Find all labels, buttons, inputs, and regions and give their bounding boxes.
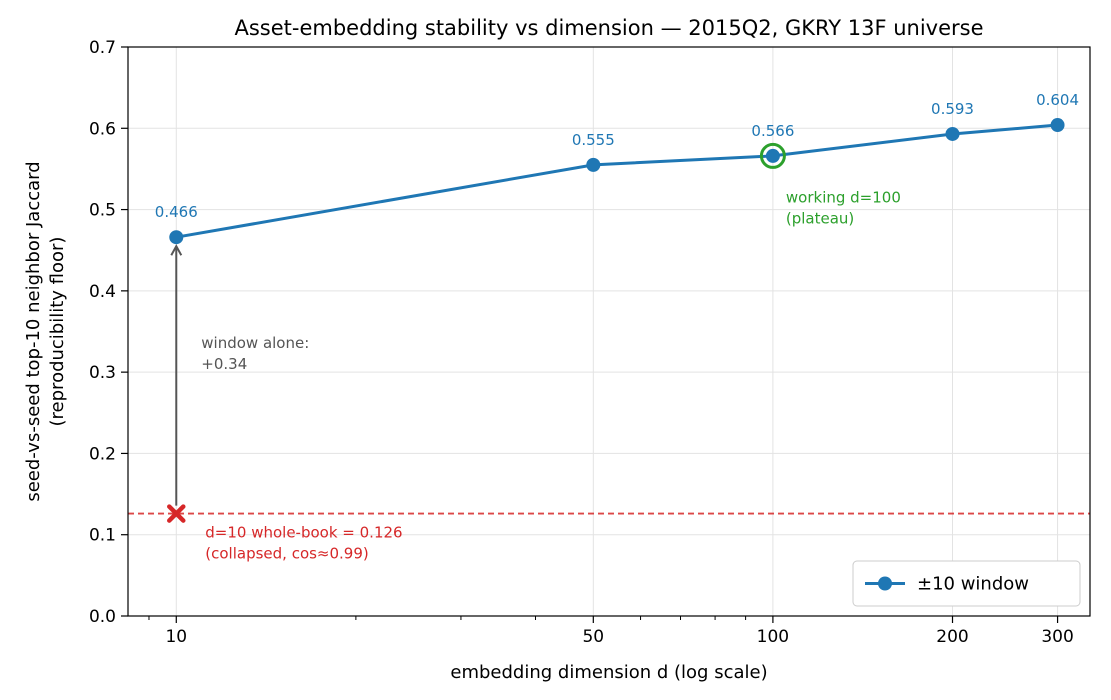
x-tick-label: 100	[757, 627, 789, 647]
series-line	[176, 123, 1058, 239]
y-tick-label: 0.1	[89, 526, 116, 546]
y-tick-label: 0.3	[89, 363, 116, 383]
x-axis: 10 50 100 200 300	[148, 616, 1074, 647]
y-axis: 0.0 0.1 0.2 0.3 0.4 0.5 0.6 0.7	[89, 38, 128, 627]
y-tick-label: 0.5	[89, 201, 116, 221]
legend: ±10 window	[852, 560, 1081, 607]
annotation-window-alone: +0.34	[201, 355, 247, 373]
y-tick-label: 0.6	[89, 119, 116, 139]
data-point	[1050, 118, 1065, 133]
data-label: 0.566	[751, 122, 794, 140]
x-tick-label: 50	[582, 627, 604, 647]
x-tick-label: 300	[1041, 627, 1073, 647]
y-axis-title-line: (reproducibility floor)	[47, 237, 68, 427]
baseline-x-marker	[167, 504, 186, 523]
y-tick-label: 0.0	[89, 607, 116, 627]
series-group	[167, 118, 1065, 523]
y-axis-title-line: seed-vs-seed top-10 neighbor Jaccard	[23, 161, 44, 501]
y-tick-label: 0.2	[89, 444, 116, 464]
data-label: 0.593	[931, 100, 974, 118]
annotations: window alone: +0.34 working d=100 (plateau)…	[201, 189, 901, 563]
legend-label: ±10 window	[917, 574, 1029, 595]
improvement-arrow	[170, 244, 183, 506]
annotation-working: (plateau)	[786, 210, 854, 228]
legend-box	[852, 560, 1081, 607]
plot-frame	[127, 46, 1091, 617]
data-label: 0.555	[572, 131, 615, 149]
data-label: 0.604	[1036, 91, 1079, 109]
baseline-x-stroke	[167, 504, 186, 523]
annotation-window-alone: window alone:	[201, 334, 309, 352]
highlight-ring	[759, 142, 786, 169]
data-label: 0.466	[155, 203, 198, 221]
arrow-head	[170, 244, 183, 256]
y-tick-label: 0.4	[89, 282, 116, 302]
x-tick-label: 200	[936, 627, 968, 647]
x-axis-title: embedding dimension d (log scale)	[450, 662, 767, 683]
annotation-whole-book: d=10 whole-book = 0.126	[205, 524, 402, 542]
chart-title: Asset-embedding stability vs dimension —…	[234, 16, 983, 40]
x-tick-label: 10	[165, 627, 187, 647]
annotation-working: working d=100	[786, 189, 901, 207]
y-tick-label: 0.7	[89, 38, 116, 58]
annotation-whole-book: (collapsed, cos≈0.99)	[205, 545, 368, 563]
data-labels: 0.466 0.555 0.566 0.593 0.604	[155, 91, 1079, 221]
data-point	[169, 230, 184, 245]
data-point	[945, 126, 960, 141]
data-point	[765, 148, 780, 163]
y-axis-title: seed-vs-seed top-10 neighbor Jaccard (rep…	[23, 161, 68, 501]
legend-marker	[878, 576, 892, 591]
data-point	[586, 157, 601, 172]
